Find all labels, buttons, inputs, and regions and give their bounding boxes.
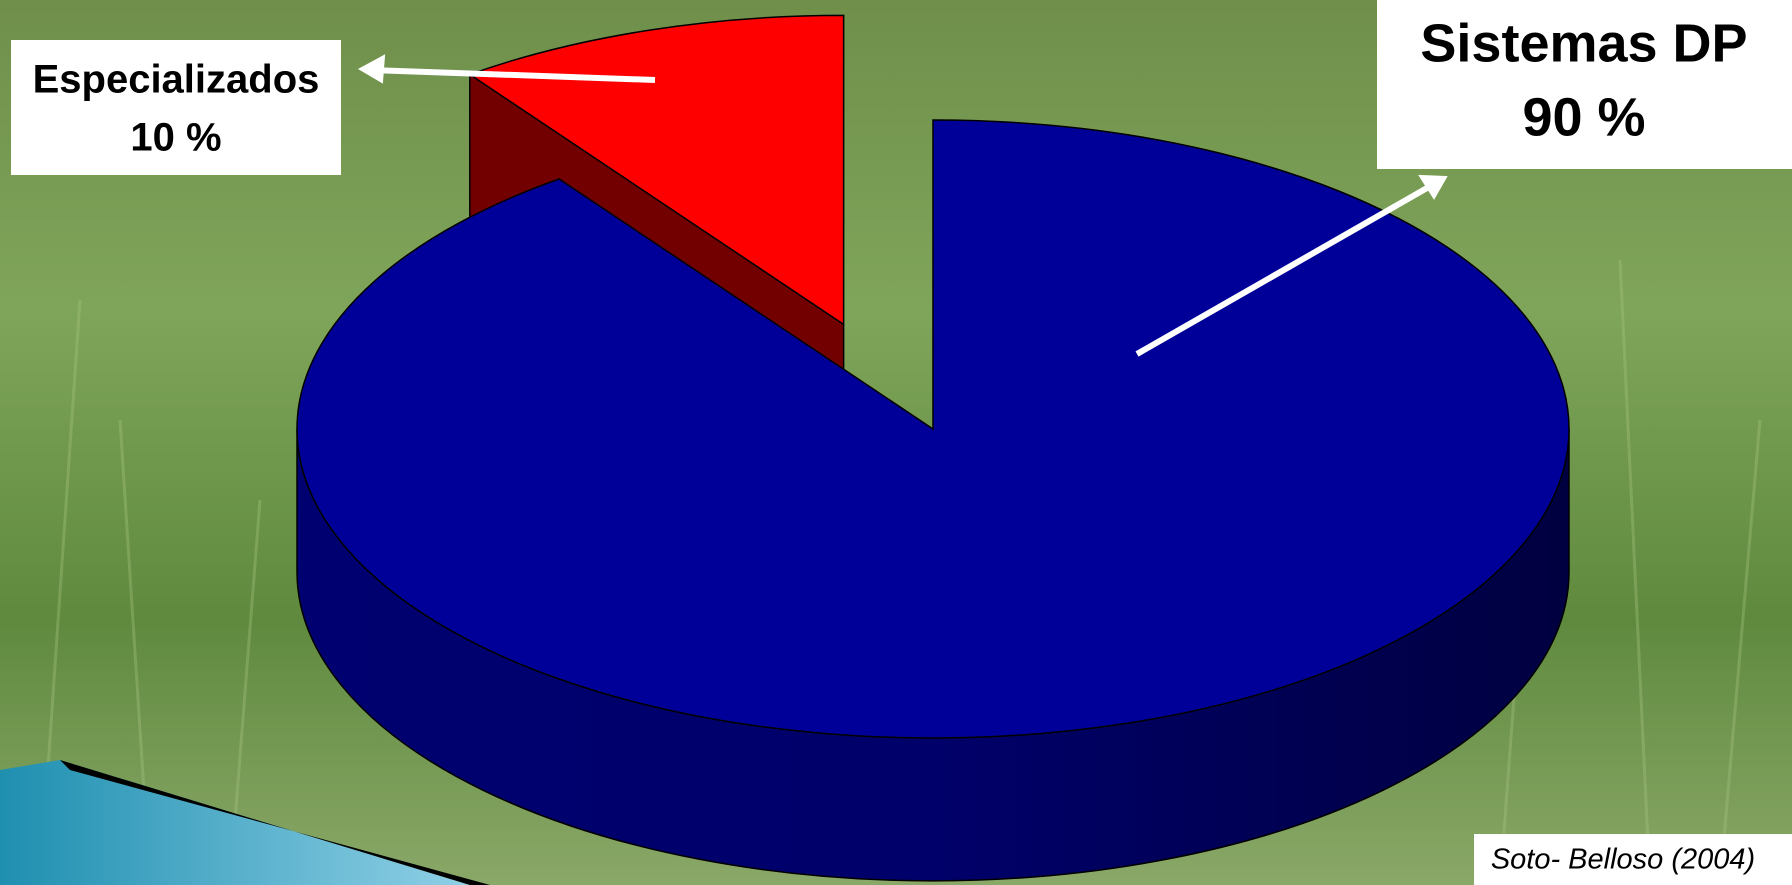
arrowhead xyxy=(1418,174,1448,200)
source: Soto- Belloso (2004) xyxy=(1491,844,1755,876)
slice-label: Especializados xyxy=(33,58,320,102)
label-box xyxy=(1377,0,1792,169)
slice-value-label: 10 % xyxy=(130,116,221,160)
slice-label: Sistemas DP xyxy=(1420,13,1747,73)
label-box xyxy=(11,40,341,175)
pie xyxy=(296,14,1570,882)
source-box xyxy=(1474,834,1792,885)
decorative-swoosh xyxy=(0,760,470,885)
slice-value-label: 90 % xyxy=(1522,87,1645,147)
slice xyxy=(296,119,1570,739)
arrowhead xyxy=(357,54,386,84)
slice xyxy=(468,14,845,326)
arrow xyxy=(371,67,656,83)
arrow xyxy=(1135,181,1436,357)
